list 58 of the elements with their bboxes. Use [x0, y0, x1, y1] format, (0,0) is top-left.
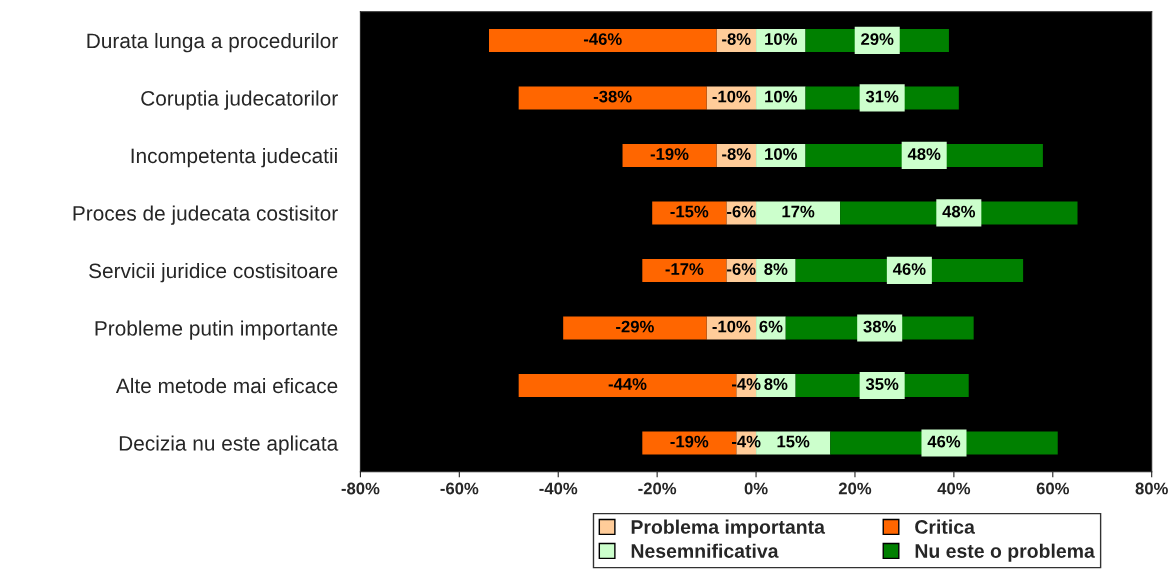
x-tick-label: 80%	[1135, 482, 1168, 495]
data-label: 48%	[942, 205, 976, 218]
bar	[756, 201, 841, 225]
data-label: 29%	[861, 33, 894, 45]
data-label: -38%	[593, 90, 632, 103]
legend-label: Nu este o problema	[915, 543, 1095, 562]
y-tick-label: Decizia nu este aplicata	[119, 435, 339, 455]
data-label: -19%	[650, 148, 689, 160]
data-label: 8%	[764, 263, 788, 275]
data-label: 48%	[907, 148, 941, 160]
x-tick-label: -80%	[341, 482, 380, 495]
bar	[622, 143, 717, 167]
data-label: -17%	[665, 263, 704, 275]
bar	[563, 316, 707, 340]
data-label: 17%	[782, 205, 815, 218]
data-label: 8%	[764, 378, 788, 390]
data-label: -29%	[616, 320, 654, 333]
bar	[518, 86, 707, 110]
legend-label: Nesemnificativa	[631, 543, 779, 558]
y-tick-label: Incompetenta judecatii	[131, 147, 337, 168]
x-tick-label: 0%	[744, 482, 768, 495]
data-label: -6%	[727, 205, 756, 218]
data-label: 35%	[865, 378, 899, 390]
y-tick-label: Coruptia judecatorilor	[141, 90, 338, 110]
data-label: 10%	[765, 90, 798, 103]
legend-label: Problema importanta	[631, 519, 826, 538]
data-label: -15%	[670, 205, 709, 218]
y-tick-label: Servicii juridice costisitoare	[89, 262, 338, 283]
x-tick-label: 20%	[838, 482, 872, 495]
bar	[489, 28, 717, 52]
y-tick-label: Proces de judecata costisitor	[73, 205, 338, 225]
data-label: 46%	[892, 263, 926, 275]
data-label: -44%	[608, 378, 647, 390]
legend-label: Critica	[915, 519, 975, 534]
x-tick-label: -60%	[440, 482, 479, 495]
x-tick-label: -20%	[638, 482, 677, 495]
data-label: 10%	[765, 148, 798, 160]
data-label: -46%	[583, 33, 622, 45]
data-label: 15%	[777, 435, 810, 448]
data-label: -10%	[712, 320, 751, 333]
data-label: 10%	[765, 33, 798, 45]
data-label: 6%	[759, 320, 783, 333]
bar	[642, 258, 727, 282]
data-label: -8%	[722, 33, 751, 45]
data-label: -6%	[727, 263, 756, 275]
y-tick-label: Probleme putin importante	[95, 320, 338, 340]
x-tick-label: -40%	[539, 482, 578, 495]
data-label: 46%	[927, 435, 961, 448]
data-label: 31%	[865, 90, 899, 103]
data-label: -19%	[670, 435, 709, 448]
data-label: -10%	[712, 90, 751, 103]
bar	[652, 201, 727, 225]
x-tick-label: 40%	[937, 482, 971, 495]
data-label: -8%	[722, 148, 751, 160]
y-tick-label: Durata lunga a procedurilor	[87, 32, 338, 53]
data-label: 38%	[863, 320, 896, 333]
y-tick-label: Alte metode mai eficace	[115, 377, 338, 394]
x-tick-label: 60%	[1036, 482, 1070, 495]
